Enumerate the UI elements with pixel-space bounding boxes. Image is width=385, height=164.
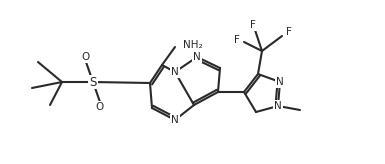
Text: O: O	[96, 102, 104, 112]
Text: F: F	[250, 20, 256, 30]
Text: N: N	[276, 77, 284, 87]
Text: NH₂: NH₂	[183, 40, 203, 50]
Text: N: N	[171, 67, 179, 77]
Text: F: F	[234, 35, 240, 45]
Text: O: O	[82, 52, 90, 62]
Text: F: F	[286, 27, 292, 37]
Text: N: N	[171, 115, 179, 125]
Text: N: N	[274, 101, 282, 111]
Text: S: S	[89, 75, 97, 89]
Text: N: N	[193, 52, 201, 62]
